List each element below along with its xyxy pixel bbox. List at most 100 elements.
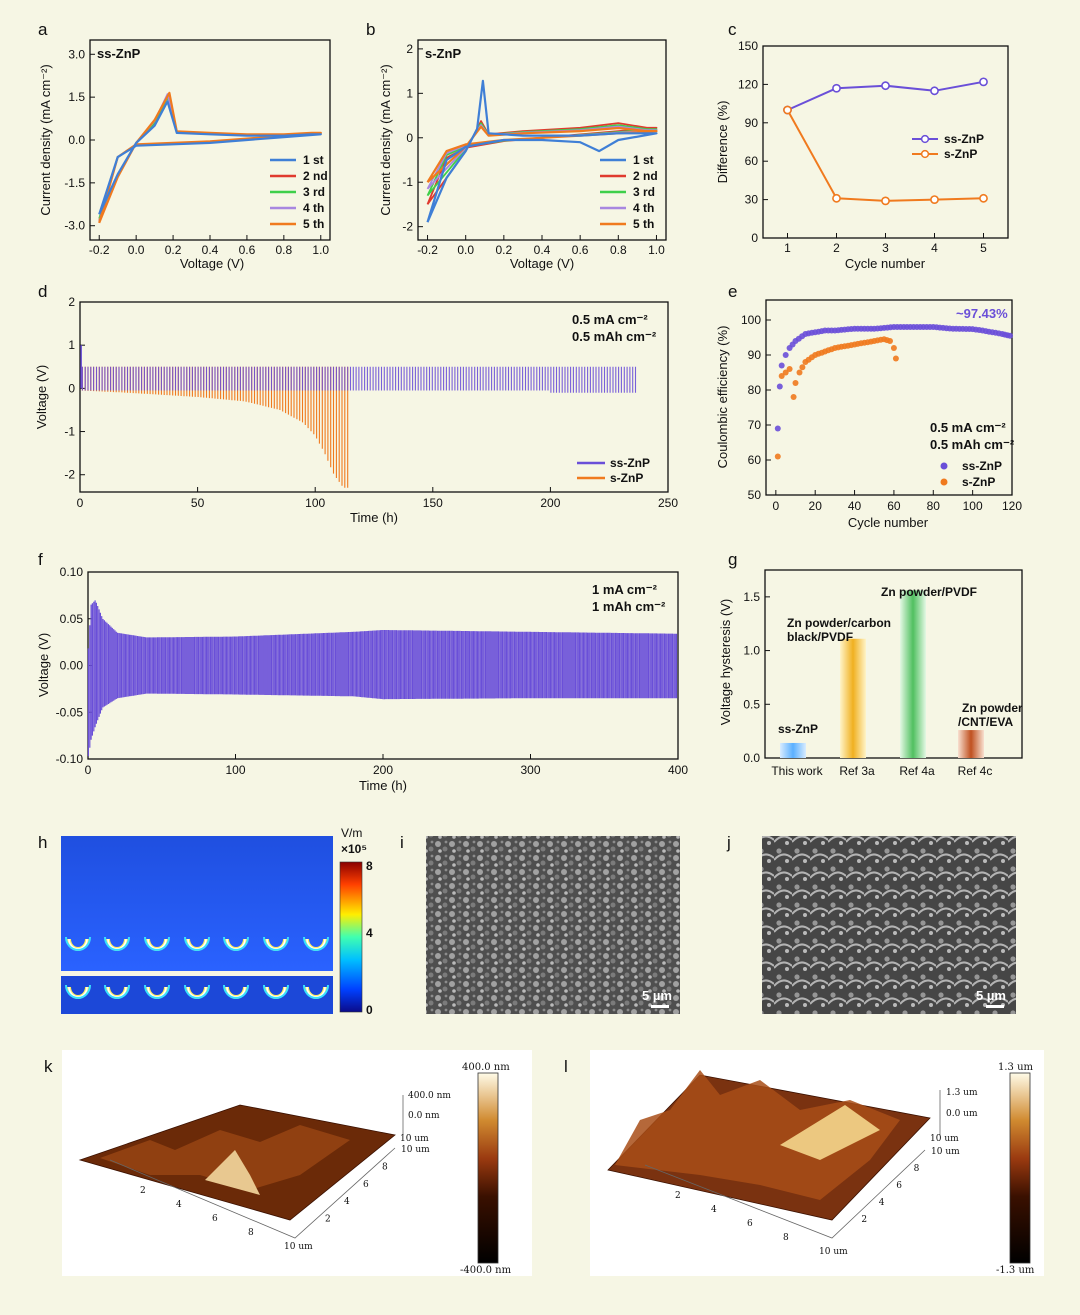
panel-e-point-ss	[782, 352, 789, 358]
panel-e-xticks: 0 20 40 60 80 100 120	[772, 490, 1022, 513]
panel-a-curve-1st	[98, 100, 322, 215]
a-xtick-label: 0.6	[239, 243, 256, 257]
panel-k-corner: 10 um	[400, 1134, 429, 1144]
d-ytick-label: -2	[64, 468, 75, 482]
e-xtick-label: 100	[963, 499, 983, 513]
f-xtick-label: 400	[668, 763, 688, 777]
panel-d-condition-current: 0.5 mA cm⁻²	[572, 312, 648, 327]
panel-k-ytick-label: 10 um	[401, 1145, 430, 1155]
panel-b-ylabel: Current density (mA cm⁻²)	[378, 64, 393, 215]
panel-h-cell-halo-bottom	[303, 984, 329, 999]
d-xtick-label: 250	[658, 496, 678, 510]
panel-k-colorbar	[477, 1072, 499, 1264]
a-xtick-label: -0.2	[89, 243, 110, 257]
panel-g-bar-2	[900, 590, 926, 758]
b-ytick-label: -1	[402, 175, 413, 189]
panel-c-legend-marker	[920, 134, 930, 144]
panel-l-yticks: 2 4 6 8 10 um	[861, 1147, 960, 1225]
f-xtick-label: 200	[373, 763, 393, 777]
panel-a-xlabel: Voltage (V)	[180, 256, 244, 271]
panel-h-cell-halo-bottom	[144, 984, 170, 999]
panel-g-letter: g	[728, 550, 737, 569]
panel-c-ylabel: Difference (%)	[715, 101, 730, 184]
panel-e-legend-marker	[940, 462, 948, 470]
panel-g-category-3: Ref 4c	[958, 764, 993, 778]
panel-e-point-s	[892, 355, 899, 362]
b-legend-label: 3 rd	[633, 185, 655, 199]
a-ytick-label: 3.0	[68, 47, 85, 61]
c-xtick-label: 1	[784, 241, 791, 255]
panel-h-cell-halo-top	[184, 936, 210, 951]
panel-d-trace-ss-ZnP	[81, 366, 637, 393]
panel-e-condition-current: 0.5 mA cm⁻²	[930, 420, 1006, 435]
c-xtick-label: 3	[882, 241, 889, 255]
panel-a-frame	[89, 39, 331, 241]
panel-f-trace-ss-ZnP	[87, 600, 678, 757]
b-legend-label: 5 th	[633, 217, 654, 231]
panel-h-cell-halo-top	[65, 936, 91, 951]
panel-e-point-s	[782, 369, 789, 376]
panel-c-marker	[979, 193, 988, 203]
panel-g-frame	[764, 569, 1023, 759]
panel-h: h V/m ×10⁵ 8 4 0	[38, 826, 373, 1017]
panel-k-xtick-label: 8	[248, 1228, 254, 1238]
panel-j: j 5 µm	[726, 833, 1016, 1014]
panel-e-point-s	[778, 373, 785, 379]
panel-e-letter: e	[728, 282, 737, 301]
c-ytick-label: 60	[745, 154, 759, 168]
panel-l-ridge	[780, 1105, 880, 1160]
panel-l-zmax: 1.3 um	[998, 1062, 1034, 1073]
panel-c-legend-label: s-ZnP	[944, 147, 977, 161]
panel-c-marker	[930, 195, 939, 204]
panel-e-legend-label: ss-ZnP	[962, 459, 1002, 473]
panel-k-z-mid: 0.0 nm	[408, 1111, 440, 1121]
panel-k: k 2 4 6 8 10 um 2 4 6 8 10 um 400.0 nm 0.0 nm 10…	[44, 1050, 532, 1276]
panel-f-xlabel: Time (h)	[359, 778, 407, 793]
d-xtick-label: 100	[305, 496, 325, 510]
panel-l-z-mid: 0.0 um	[946, 1109, 978, 1119]
panel-e-point-s	[786, 366, 793, 372]
panel-c-marker	[930, 86, 939, 96]
panel-e-point-s	[792, 380, 799, 386]
a-legend-label: 4 th	[303, 201, 324, 215]
a-xtick-label: 0.2	[165, 243, 182, 257]
panel-e-point-s	[790, 394, 797, 400]
panel-j-sem-image	[762, 836, 1016, 1014]
panel-g-category-2: Ref 4a	[899, 764, 935, 778]
panel-c-yticks: 150 120 90 60 30 0	[738, 39, 768, 245]
panel-b-curve-1st	[426, 79, 658, 223]
panel-a-curve-4th	[98, 93, 322, 222]
panel-l-z-top: 1.3 um	[946, 1088, 978, 1098]
panel-c-xticks: 1 2 3 4 5	[784, 233, 987, 255]
panel-l-surface-texture	[615, 1070, 900, 1200]
panel-f-condition-capacity: 1 mAh cm⁻²	[592, 599, 666, 614]
panel-f-ylabel: Voltage (V)	[36, 633, 51, 697]
panel-i-sem-image	[426, 836, 680, 1014]
b-xtick-label: 0.6	[572, 243, 589, 257]
f-ytick-label: 0.00	[60, 659, 84, 673]
e-ytick-label: 100	[741, 313, 761, 327]
panel-g-bar-label-ref4c-2: /CNT/EVA	[958, 715, 1013, 729]
panel-g-bar-label-ref3a-1: Zn powder/carbon	[787, 616, 891, 630]
panel-e-frame	[765, 299, 1013, 496]
panel-a-letter: a	[38, 20, 48, 39]
panel-f-xticks: 0 100 200 300 400	[85, 754, 688, 777]
panel-h-cell-halo-bottom	[65, 984, 91, 999]
panel-e-point-ss	[778, 362, 785, 369]
panel-d-xticks: 0 50 100 150 200 250	[77, 487, 678, 510]
panel-i-scalebar	[651, 1005, 669, 1008]
g-ytick-label: 0.5	[743, 697, 760, 711]
panel-k-peak	[205, 1150, 260, 1195]
panel-k-xticks: 2 4 6 8 10 um	[140, 1186, 313, 1252]
panel-h-cell-halo-top	[223, 936, 249, 951]
panel-h-cell-halo-bottom	[184, 984, 210, 999]
panel-h-cell-halo-bottom	[263, 984, 289, 999]
f-ytick-label: -0.10	[56, 752, 84, 766]
panel-a-title: ss-ZnP	[97, 46, 141, 61]
a-xtick-label: 0.0	[128, 243, 145, 257]
panel-b-title: s-ZnP	[425, 46, 461, 61]
panel-l-axes	[644, 1149, 926, 1239]
panel-l-ytick-label: 8	[914, 1164, 920, 1174]
